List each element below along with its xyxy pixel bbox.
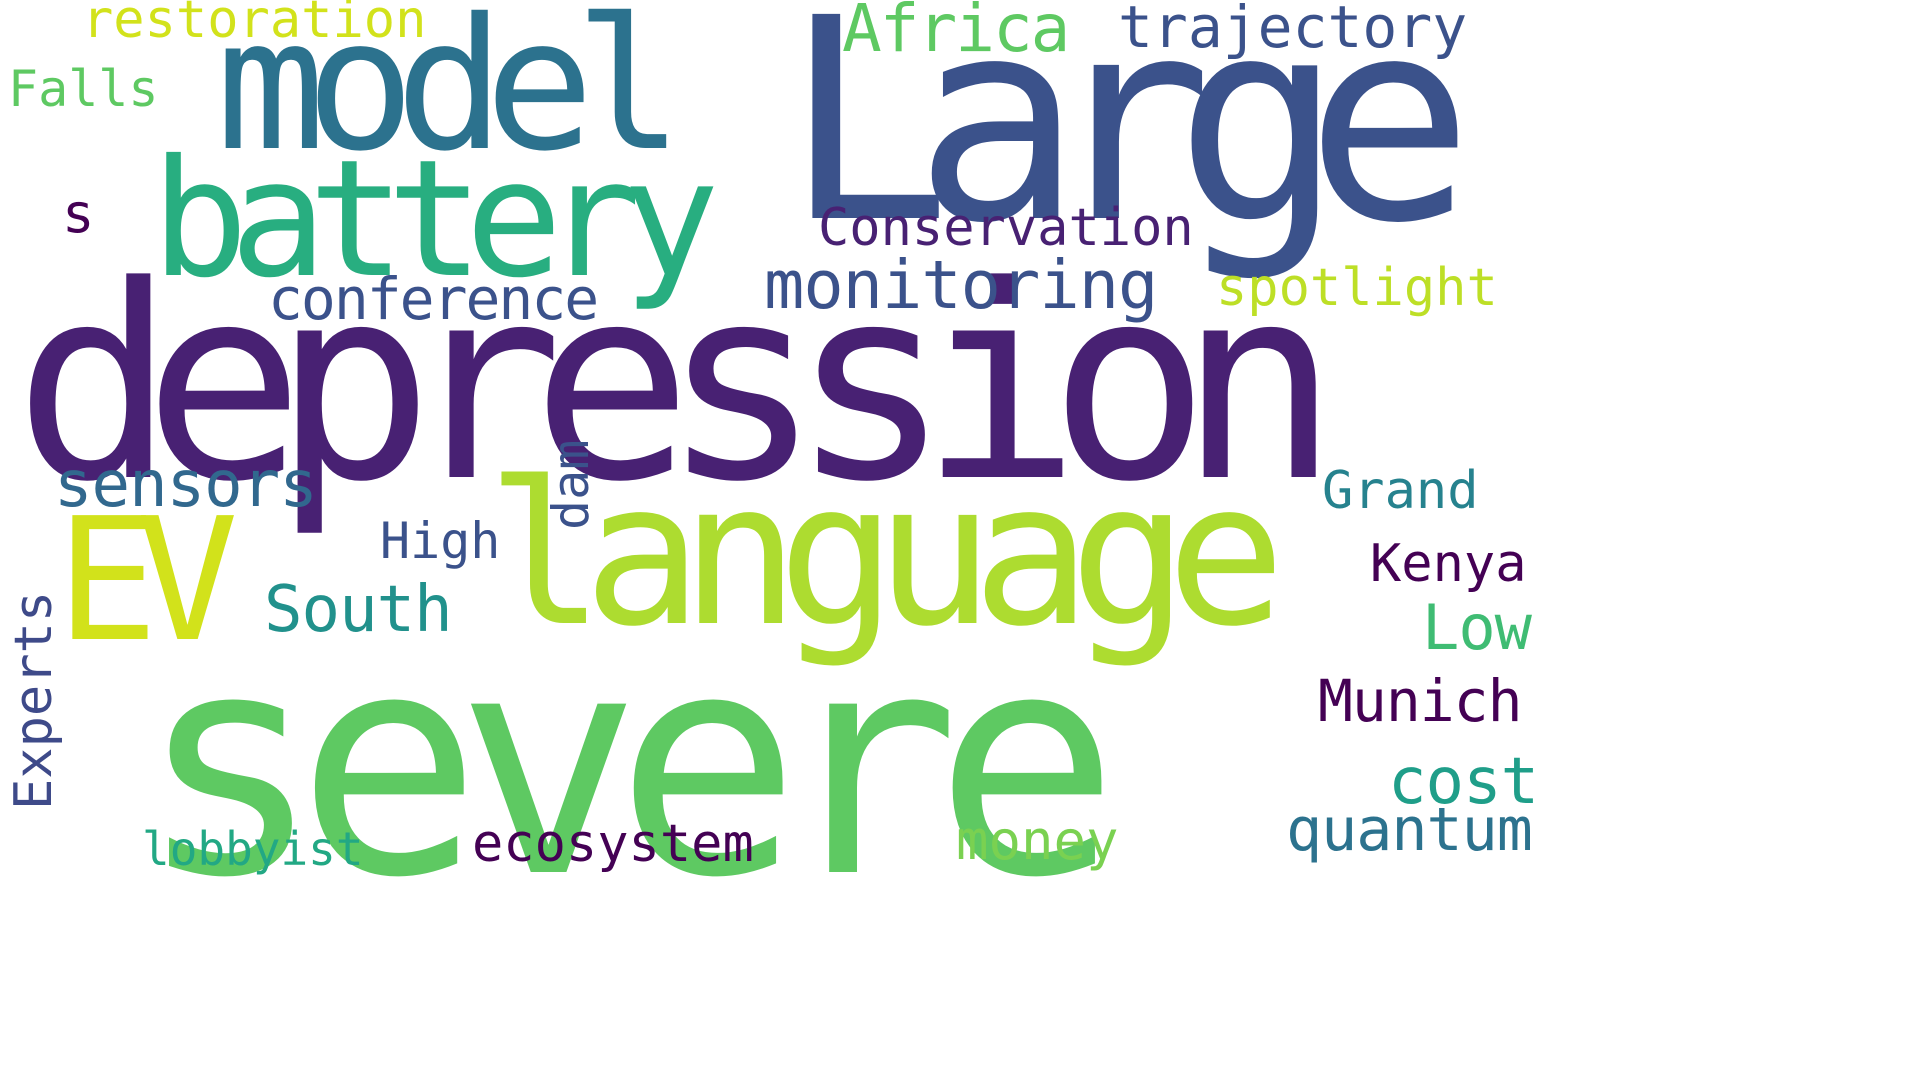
word-conference: conference (268, 265, 599, 333)
word-s: s (62, 182, 95, 245)
word-high: High (380, 512, 501, 570)
word-lobbyist: lobbyist (142, 822, 364, 876)
word-experts: Experts (4, 590, 64, 810)
word-cost: cost (1388, 745, 1539, 819)
word-quantum: quantum (1286, 795, 1533, 865)
word-restoration: restoration (82, 0, 427, 50)
word-kenya: Kenya (1370, 534, 1527, 594)
word-africa: Africa (842, 0, 1070, 67)
word-spotlight: spotlight (1216, 258, 1498, 318)
word-low: Low (1422, 591, 1532, 664)
word-language: language (486, 439, 1286, 670)
word-battery: battery (151, 126, 720, 314)
word-depression: depression (14, 229, 1339, 541)
word-model: model (216, 0, 684, 191)
word-ev: EV (56, 482, 239, 680)
word-south: South (264, 573, 453, 647)
word-conservation: Conservation (818, 198, 1194, 258)
word-ecosystem: ecosystem (472, 814, 754, 874)
word-monitoring: monitoring (764, 246, 1158, 324)
word-trajectory: trajectory (1118, 0, 1468, 61)
word-dam: dam (542, 439, 600, 530)
word-falls: Falls (8, 60, 159, 118)
word-grand: Grand (1322, 461, 1479, 521)
word-munich: Munich (1318, 667, 1523, 735)
word-sensors: sensors (54, 448, 318, 522)
word-money: money (956, 809, 1119, 872)
word-severe: severe (137, 586, 1120, 945)
word-large: Large (783, 0, 1474, 285)
